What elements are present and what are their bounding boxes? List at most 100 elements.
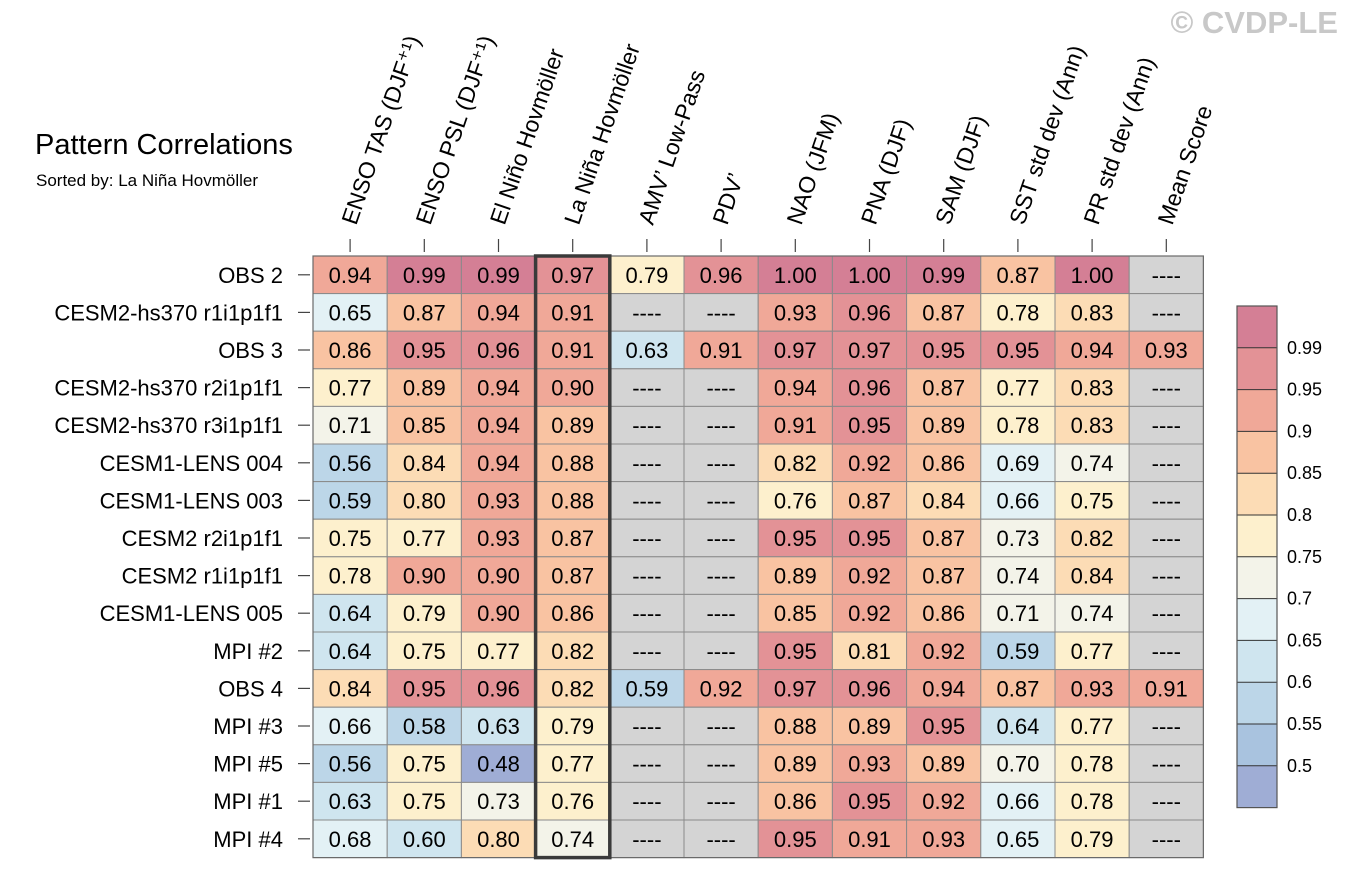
cell-value-label: 0.95 (848, 789, 891, 814)
heatmap-cell (609, 593, 685, 633)
cell-value-label: ---- (1152, 601, 1181, 626)
heatmap-cell (683, 368, 759, 407)
cell-value-label: 0.93 (477, 488, 520, 513)
column-labels: ENSO TAS (DJF⁺¹)ENSO PSL (DJF⁺¹)El Niño … (336, 32, 1217, 252)
colorbar-segment (1237, 724, 1277, 766)
cell-value-label: 0.93 (848, 752, 891, 777)
cell-value-label: ---- (1152, 564, 1181, 589)
heatmap-cell (460, 781, 537, 821)
cell-value-label: 0.93 (774, 300, 817, 325)
colorbar-border (1236, 305, 1278, 809)
cell-value-label: 0.87 (922, 564, 965, 589)
cell-value-label: ---- (1152, 639, 1181, 664)
heatmap-cell (609, 443, 685, 483)
heatmap-cell (1054, 518, 1130, 558)
cell-value-label: 0.82 (551, 676, 594, 701)
cell-value-label: 0.63 (625, 338, 668, 363)
colorbar-segment (1237, 682, 1277, 724)
cell-value-label: 0.96 (848, 676, 891, 701)
cell-value-label: 0.95 (774, 526, 817, 551)
heatmap-cell (1054, 706, 1130, 746)
cell-value-label: 0.68 (329, 827, 372, 852)
cell-value-label: 0.95 (403, 676, 446, 701)
cell-value-label: ---- (632, 451, 661, 476)
row-label: MPI #3 (213, 714, 283, 739)
cell-value-label: 0.66 (996, 488, 1039, 513)
cell-value-label: 1.00 (774, 263, 817, 288)
column-label: PDV’ (707, 170, 749, 228)
heatmap-cell (757, 405, 833, 445)
heatmap-cell (831, 593, 908, 633)
cell-value-label: ---- (1152, 263, 1181, 288)
cell-value-label: 0.64 (996, 714, 1039, 739)
cell-value-label: 0.87 (403, 300, 446, 325)
cell-value-label: 0.94 (774, 376, 817, 401)
heatmap-cell (831, 330, 908, 370)
heatmap-cell (312, 330, 388, 370)
cell-value-label: 0.90 (477, 564, 520, 589)
cell-value-label: 0.77 (329, 376, 372, 401)
colorbar-segment (1237, 556, 1277, 599)
cell-value-label: 0.94 (477, 413, 520, 438)
cell-value-label: 0.83 (1071, 300, 1114, 325)
heatmap-cell (386, 481, 462, 520)
row-label: CESM2 r2i1p1f1 (122, 526, 283, 551)
cell-value-label: 0.74 (996, 564, 1039, 589)
cell-value-label: ---- (706, 601, 735, 626)
cell-value-label: 0.64 (329, 601, 372, 626)
row-label: OBS 2 (218, 263, 283, 288)
colorbar-tick-label: 0.6 (1287, 672, 1312, 692)
cell-value-label: 0.76 (774, 488, 817, 513)
heatmap-cell (831, 518, 908, 558)
heatmap-cell (386, 819, 462, 859)
heatmap-cell (386, 293, 462, 332)
heatmap-cell (831, 631, 908, 671)
cell-value-label: 0.91 (848, 827, 891, 852)
cell-value-label: 0.92 (848, 451, 891, 476)
cell-value-label: 0.94 (1071, 338, 1114, 363)
cell-value-label: 0.95 (774, 639, 817, 664)
heatmap-cell (757, 631, 833, 671)
cell-value-label: 0.88 (551, 488, 594, 513)
cell-value-label: 0.89 (922, 752, 965, 777)
heatmap-cell (460, 443, 537, 483)
heatmap-cell (386, 405, 462, 445)
cell-value-label: ---- (706, 639, 735, 664)
cell-value-label: 0.78 (996, 300, 1039, 325)
row-label: MPI #2 (213, 639, 283, 664)
cell-value-label: 0.95 (774, 827, 817, 852)
row-label: CESM1-LENS 003 (100, 488, 283, 513)
cell-value-label: 0.83 (1071, 413, 1114, 438)
heatmap-cell (1128, 744, 1204, 783)
heatmap-cell (460, 631, 537, 671)
cell-value-label: ---- (632, 526, 661, 551)
heatmap-cell (312, 556, 388, 595)
colorbar-tick-label: 0.75 (1287, 547, 1322, 567)
cell-value-label: 0.78 (329, 564, 372, 589)
cell-value-label: ---- (706, 451, 735, 476)
column-label: NAO (JFM) (781, 109, 843, 227)
heatmap-cell (460, 330, 537, 370)
cell-value-label: ---- (1152, 376, 1181, 401)
cell-value-label: 1.00 (848, 263, 891, 288)
heatmap-cell (980, 744, 1056, 783)
cell-value-label: 0.86 (551, 601, 594, 626)
colorbar-tick-label: 0.99 (1287, 338, 1322, 358)
watermark: © CVDP-LE (1170, 5, 1338, 40)
heatmap-cell (1128, 631, 1204, 671)
cell-value-label: 0.86 (774, 789, 817, 814)
cell-value-label: 0.95 (848, 526, 891, 551)
heatmap-cell (980, 631, 1056, 671)
cell-value-label: ---- (1152, 714, 1181, 739)
cell-value-label: ---- (1152, 413, 1181, 438)
cell-value-label: 0.94 (477, 451, 520, 476)
cell-value-label: 0.96 (848, 376, 891, 401)
column-label: SAM (DJF) (930, 112, 992, 228)
heatmap-cell (980, 781, 1056, 821)
cell-value-label: 0.92 (848, 564, 891, 589)
cell-value-label: ---- (706, 526, 735, 551)
heatmap-cell (906, 293, 982, 332)
heatmap-cell (535, 368, 611, 407)
heatmap-cell (757, 706, 833, 746)
heatmap-cell (386, 744, 462, 783)
